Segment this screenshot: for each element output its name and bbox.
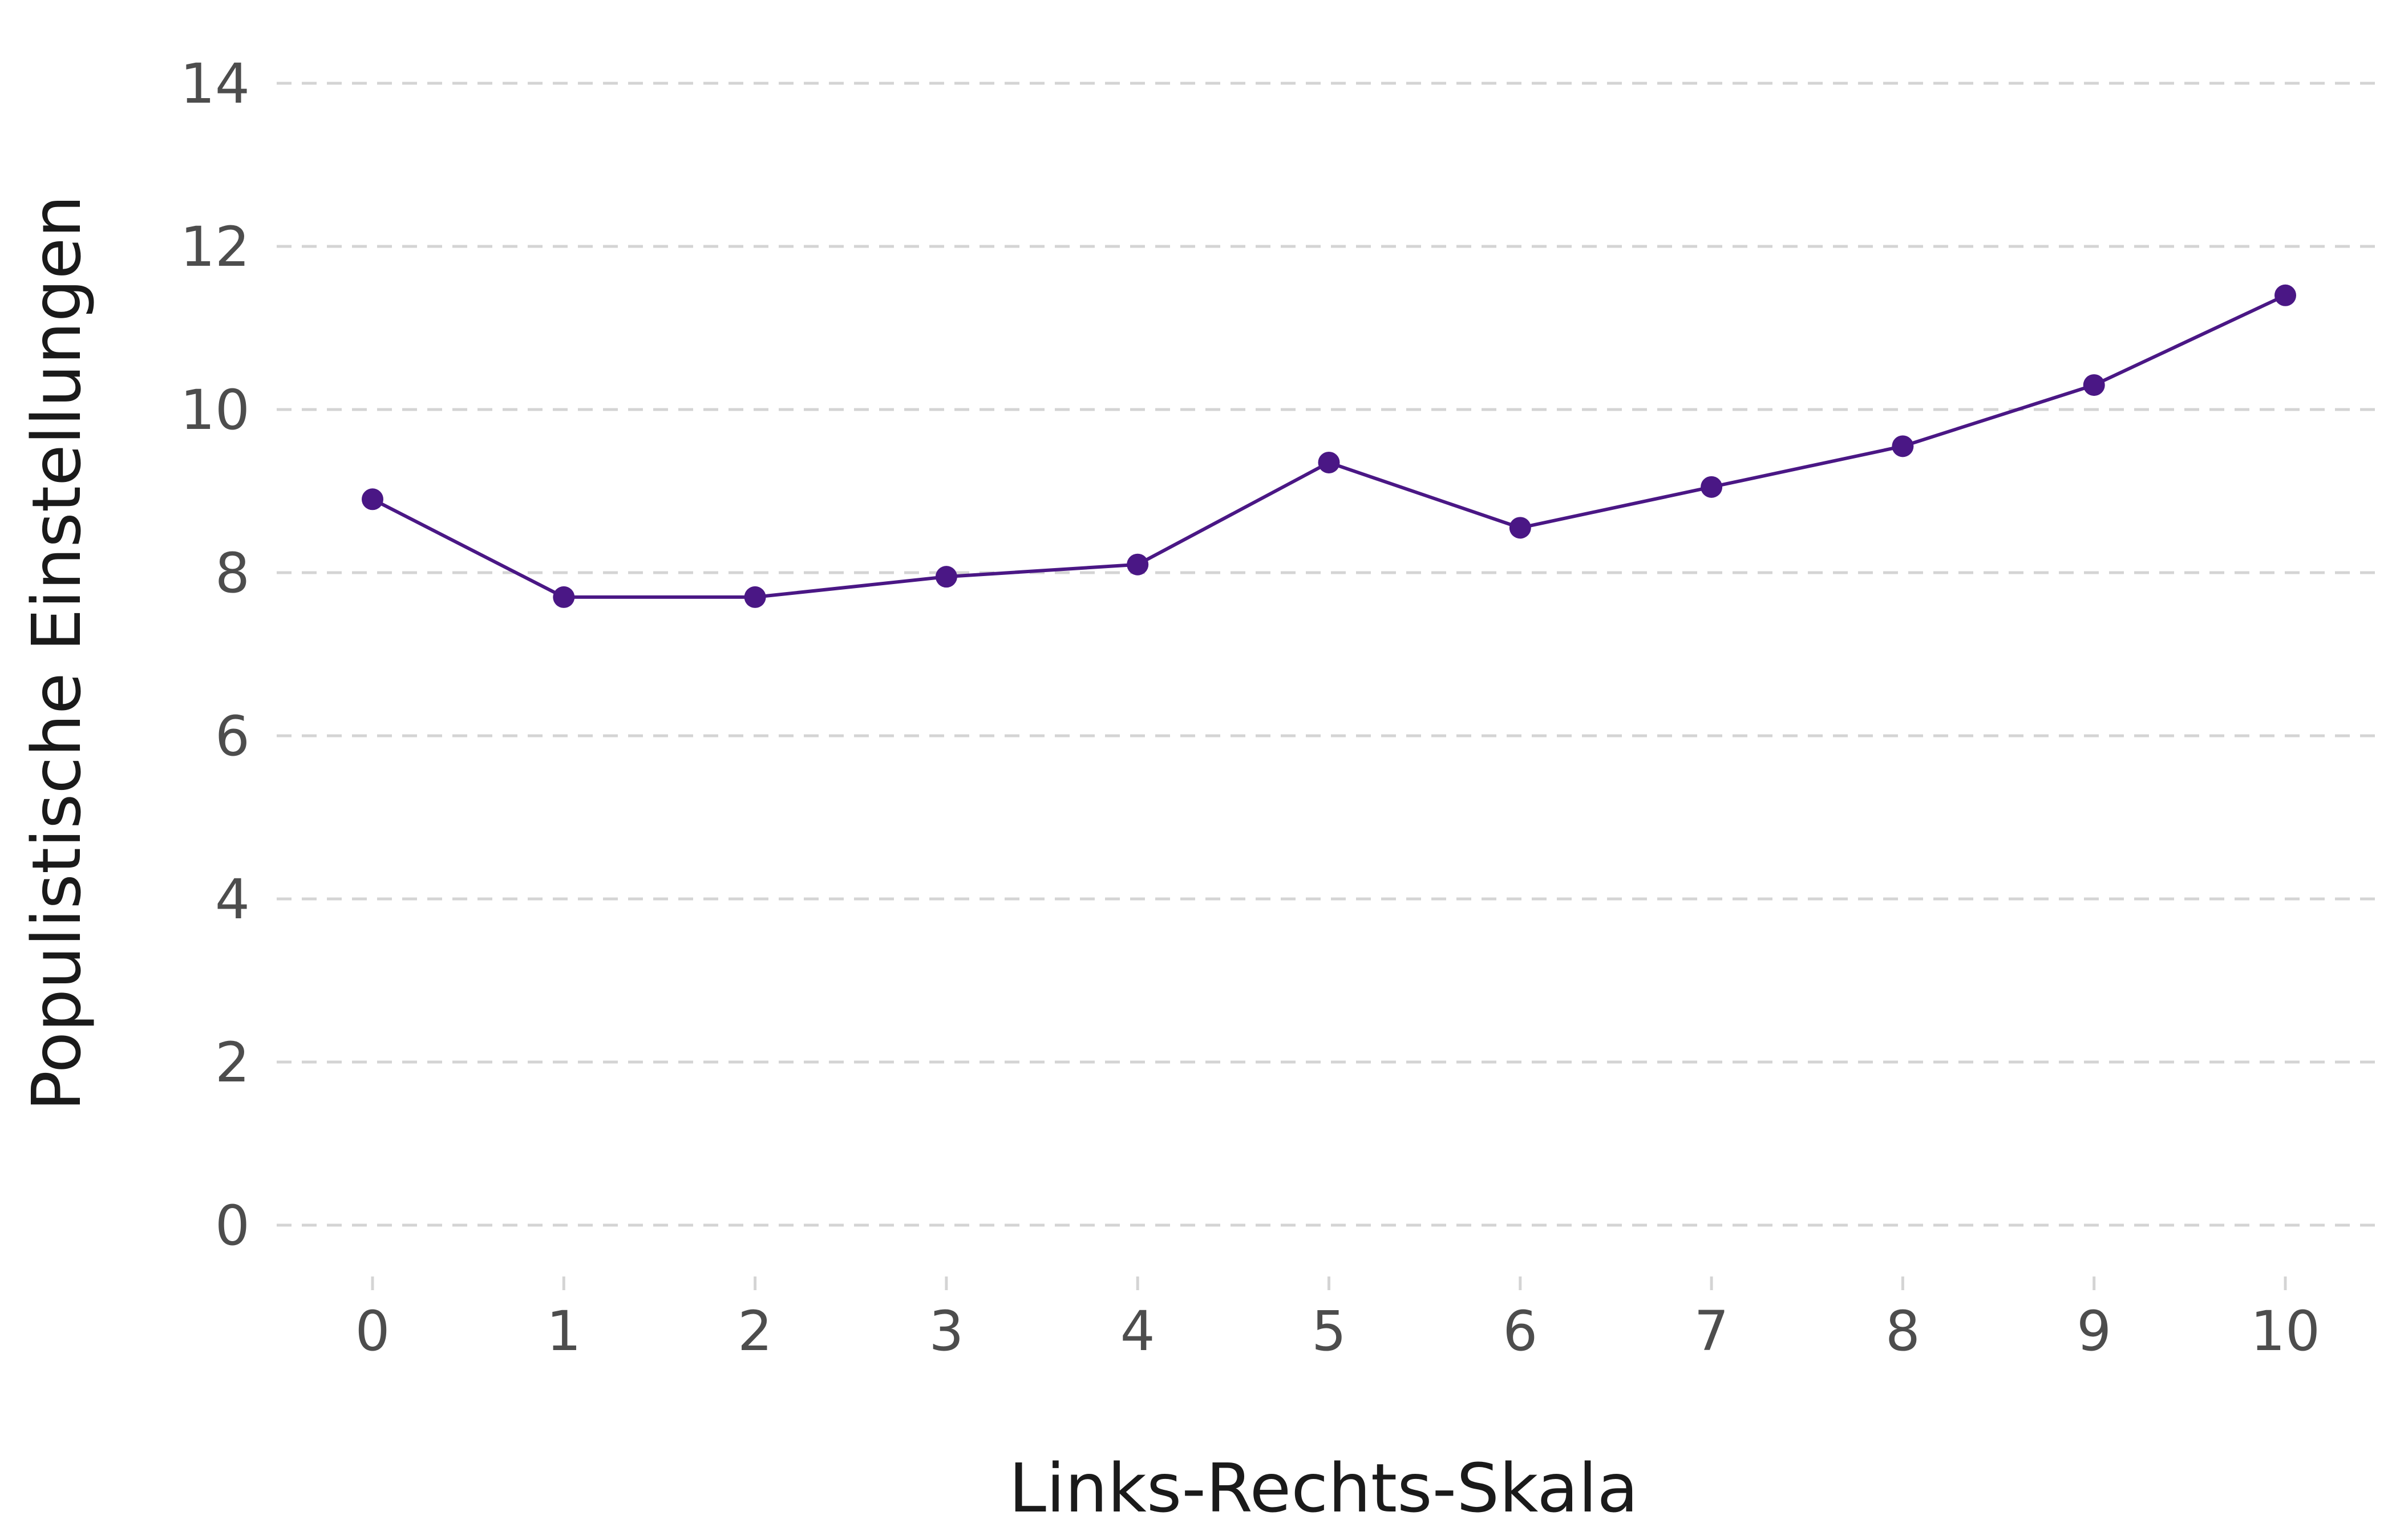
x-axis-title: Links-Rechts-Skala	[1009, 1449, 1638, 1527]
x-tick-label-4: 4	[1120, 1299, 1155, 1363]
x-tick-label-5: 5	[1312, 1299, 1346, 1363]
data-point-6	[1509, 517, 1531, 539]
y-axis-tick-labels: 0 2 4 6 8 10 12 14	[180, 52, 250, 1258]
data-point-9	[2083, 374, 2105, 396]
y-tick-label-2: 2	[215, 1031, 250, 1095]
x-tick-label-2: 2	[738, 1299, 772, 1363]
data-point-2	[744, 586, 766, 608]
data-point-4	[1127, 553, 1149, 576]
data-point-10	[2274, 284, 2296, 306]
y-tick-label-14: 14	[180, 52, 250, 116]
series-line	[371, 294, 2286, 599]
y-tick-label-12: 12	[180, 215, 250, 279]
data-point-0	[362, 488, 383, 510]
x-tick-label-6: 6	[1503, 1299, 1537, 1363]
x-tick-label-7: 7	[1694, 1299, 1729, 1363]
x-tick-label-9: 9	[2077, 1299, 2111, 1363]
data-point-7	[1701, 476, 1723, 498]
series	[362, 284, 2296, 608]
x-axis-tick-labels: 0 1 2 3 4 5 6 7 8 9 10	[355, 1299, 2320, 1363]
data-point-3	[935, 566, 957, 588]
y-tick-label-4: 4	[215, 868, 250, 931]
x-tick-label-10: 10	[2251, 1299, 2320, 1363]
data-point-5	[1318, 451, 1340, 473]
y-tick-label-10: 10	[180, 378, 250, 442]
x-tick-label-0: 0	[355, 1299, 390, 1363]
y-tick-label-6: 6	[215, 704, 250, 768]
x-tick-label-8: 8	[1885, 1299, 1920, 1363]
x-tick-label-3: 3	[929, 1299, 964, 1363]
y-axis-title: Populistische Einstellungen	[17, 195, 96, 1111]
data-point-8	[1892, 435, 1914, 457]
y-tick-label-8: 8	[215, 541, 250, 605]
x-axis-ticks	[371, 1276, 2287, 1290]
data-point-1	[553, 586, 575, 608]
series-0	[362, 284, 2296, 608]
y-tick-label-0: 0	[215, 1194, 250, 1258]
grid-lines	[277, 82, 2385, 1227]
x-tick-label-1: 1	[547, 1299, 581, 1363]
